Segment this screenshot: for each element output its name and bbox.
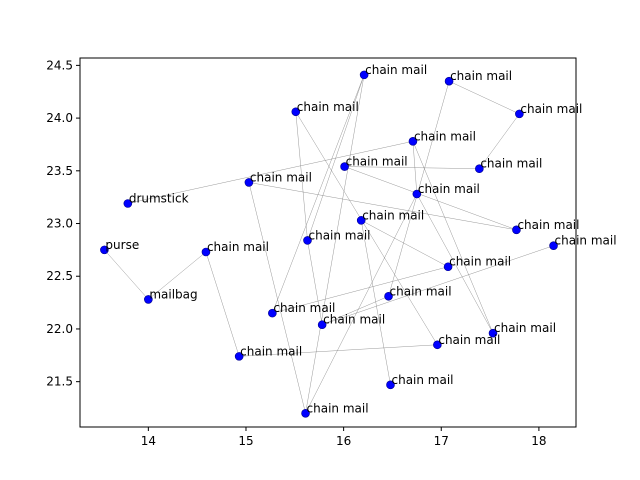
x-axis: 14 15 16 17 18 <box>141 427 547 448</box>
point-label-11: chain mail <box>346 155 408 169</box>
point-label-17: chain mail <box>418 182 480 196</box>
point-label-23: chain mail <box>517 218 579 232</box>
y-tick-label-4: 23.5 <box>46 164 73 178</box>
data-point-24 <box>515 109 524 119</box>
data-point-14 <box>384 291 393 301</box>
edge-line-4 <box>127 141 413 204</box>
edge-line-13 <box>360 220 391 385</box>
data-point-13 <box>359 70 369 80</box>
edge-line-20 <box>344 166 480 169</box>
edge-line-24 <box>322 296 389 325</box>
point-label-13: chain mail <box>365 63 427 77</box>
edge-line-26 <box>307 74 365 241</box>
data-point-0 <box>100 245 109 255</box>
point-label-6: chain mail <box>273 301 335 315</box>
point-label-25: chain mail <box>555 234 617 248</box>
point-label-1: drumstick <box>129 191 189 205</box>
data-point-17 <box>412 189 422 199</box>
data-point-7 <box>291 107 301 117</box>
point-label-15: chain mail <box>391 373 453 387</box>
edge-line-17 <box>322 245 554 325</box>
point-label-18: chain mail <box>438 333 500 347</box>
point-label-2: mailbag <box>149 287 197 301</box>
edge-line-15 <box>295 111 308 241</box>
data-point-22 <box>488 328 498 338</box>
data-point-8 <box>301 408 310 418</box>
x-tick-label-1: 15 <box>238 434 253 448</box>
point-label-16: chain mail <box>414 129 476 143</box>
data-point-20 <box>444 76 454 86</box>
x-tick-label-3: 17 <box>434 434 449 448</box>
data-point-1 <box>123 199 133 208</box>
x-tick-label-2: 16 <box>336 434 351 448</box>
point-label-19: chain mail <box>449 255 511 269</box>
data-point-9 <box>303 236 312 245</box>
data-point-6 <box>268 308 277 318</box>
edge-line-7 <box>248 182 517 231</box>
edge-line-1 <box>148 251 207 300</box>
edge-line-16 <box>307 240 323 325</box>
edge-line-9 <box>305 74 365 414</box>
data-point-21 <box>475 164 484 173</box>
data-point-10 <box>317 320 327 330</box>
edge-line-12 <box>361 220 449 267</box>
edge-layer <box>104 74 554 414</box>
point-label-10: chain mail <box>323 313 385 327</box>
data-point-11 <box>340 162 349 171</box>
y-tick-label-3: 23.0 <box>46 217 73 231</box>
data-point-3 <box>201 247 211 257</box>
data-point-25 <box>549 241 558 250</box>
data-point-16 <box>408 136 418 146</box>
point-label-14: chain mail <box>390 284 452 298</box>
point-label-9: chain mail <box>308 228 370 242</box>
data-point-2 <box>144 295 153 304</box>
data-point-23 <box>512 225 521 235</box>
edge-line-10 <box>272 74 365 314</box>
plot-frame <box>79 57 577 428</box>
y-tick-label-0: 21.5 <box>46 375 73 389</box>
edge-line-14 <box>295 111 438 345</box>
edge-line-19 <box>479 113 520 169</box>
point-label-5: chain mail <box>250 170 312 184</box>
edge-line-11 <box>272 266 449 314</box>
point-label-8: chain mail <box>307 401 369 415</box>
edge-line-3 <box>239 344 438 357</box>
y-tick-label-2: 22.5 <box>46 269 73 283</box>
edge-line-2 <box>205 251 240 357</box>
y-axis: 21.5 22.0 22.5 23.0 23.5 24.0 24.5 <box>46 58 80 389</box>
data-point-15 <box>386 380 395 390</box>
point-label-20: chain mail <box>450 69 512 83</box>
edge-line-8 <box>248 182 306 414</box>
edge-line-23 <box>305 193 418 414</box>
edge-line-6 <box>416 193 494 334</box>
y-tick-label-1: 22.0 <box>46 322 73 336</box>
y-tick-label-6: 24.5 <box>46 58 73 72</box>
data-point-18 <box>433 340 442 350</box>
data-point-19 <box>443 262 453 272</box>
edge-line-0 <box>104 249 149 300</box>
point-label-4: chain mail <box>240 344 302 358</box>
data-point-4 <box>234 352 244 361</box>
point-label-22: chain mail <box>494 321 556 335</box>
edge-line-21 <box>344 166 517 231</box>
x-tick-label-0: 14 <box>141 434 156 448</box>
point-label-21: chain mail <box>480 157 542 171</box>
data-point-12 <box>356 216 366 225</box>
edge-line-25 <box>388 81 450 297</box>
y-tick-label-5: 24.0 <box>46 111 73 125</box>
data-point-5 <box>244 178 254 187</box>
point-label-12: chain mail <box>362 208 424 222</box>
x-tick-label-4: 18 <box>531 434 546 448</box>
point-label-7: chain mail <box>297 100 359 114</box>
point-label-0: purse <box>105 238 139 252</box>
edge-line-22 <box>412 141 494 334</box>
point-layer <box>100 70 558 418</box>
edge-line-18 <box>448 80 520 115</box>
point-label-24: chain mail <box>520 102 582 116</box>
point-label-3: chain mail <box>207 240 269 254</box>
